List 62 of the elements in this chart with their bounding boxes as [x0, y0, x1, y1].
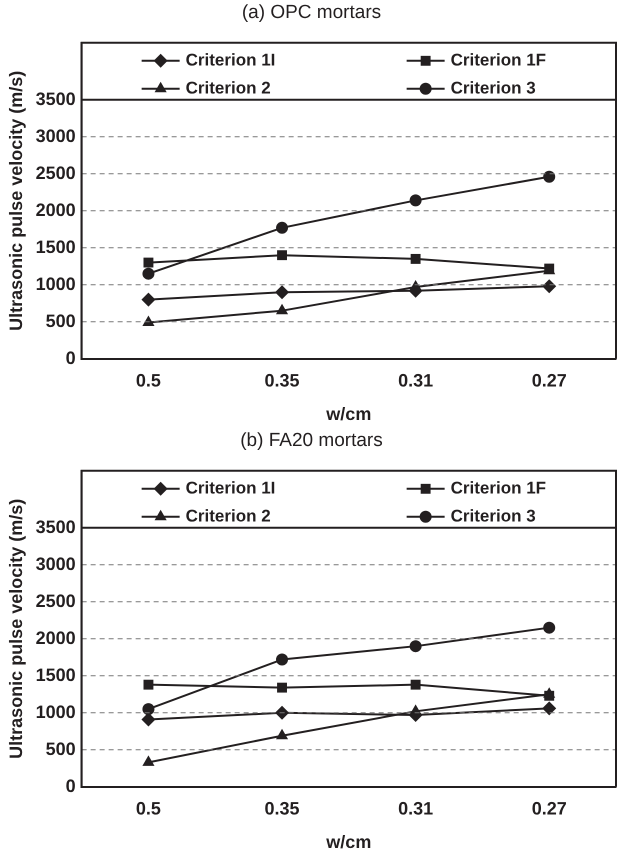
y-tick-label: 2500	[36, 162, 76, 183]
point	[142, 268, 154, 280]
point	[276, 222, 288, 234]
y-tick-label: 3000	[36, 126, 76, 146]
point	[544, 690, 554, 701]
x-tick-label: 0.27	[532, 798, 567, 819]
point	[143, 680, 154, 690]
legend-label: Criterion 3	[450, 506, 536, 526]
y-tick-label: 3000	[36, 554, 76, 574]
y-tick-label: 1000	[36, 274, 76, 294]
point	[276, 654, 288, 666]
point	[410, 680, 421, 690]
point	[275, 285, 290, 300]
y-tick-label: 1000	[36, 702, 76, 722]
point	[542, 701, 556, 716]
x-tick-label: 0.27	[532, 370, 567, 391]
point	[410, 194, 422, 206]
y-tick-label: 0	[66, 348, 76, 368]
point	[276, 304, 288, 314]
y-tick-label: 500	[46, 738, 76, 759]
x-axis-title: w/cm	[325, 404, 372, 424]
x-tick-label: 0.31	[398, 798, 434, 819]
point	[542, 279, 556, 294]
legend-label: Criterion 1F	[450, 50, 546, 70]
legend-label: Criterion 3	[450, 78, 536, 98]
x-tick-label: 0.35	[264, 798, 300, 819]
point	[142, 755, 154, 766]
x-tick-label: 0.5	[136, 370, 161, 391]
point	[141, 292, 156, 307]
legend-label: Criterion 2	[186, 78, 271, 98]
legend-label: Criterion 1F	[450, 478, 546, 498]
point	[142, 316, 154, 326]
x-tick-label: 0.35	[264, 370, 300, 391]
point	[543, 622, 556, 634]
legend-label: Criterion 1I	[186, 50, 276, 70]
point	[143, 258, 154, 268]
legend-label: Criterion 2	[186, 506, 271, 526]
chart-title: (b) FA20 mortars	[239, 430, 384, 452]
y-axis-title: Ultrasonic pulse velocity (m/s)	[6, 498, 26, 759]
point	[410, 640, 422, 652]
y-tick-label: 2000	[36, 200, 76, 220]
y-tick-label: 1500	[36, 664, 76, 685]
y-tick-label: 2000	[36, 628, 76, 648]
y-tick-label: 1500	[36, 236, 76, 257]
legend-label: Criterion 1I	[186, 478, 276, 498]
y-tick-label: 0	[66, 776, 76, 796]
chart-title: (a) OPC mortars	[240, 2, 382, 24]
x-axis-title: w/cm	[325, 832, 372, 852]
point	[410, 254, 421, 264]
point	[277, 250, 287, 260]
x-tick-label: 0.5	[136, 798, 161, 819]
y-tick-label: 3500	[36, 516, 76, 537]
x-tick-label: 0.31	[398, 370, 434, 391]
y-tick-label: 3500	[36, 88, 76, 109]
y-tick-label: 2500	[36, 590, 76, 611]
y-axis-title: Ultrasonic pulse velocity (m/s)	[6, 70, 26, 331]
y-tick-label: 500	[46, 310, 76, 331]
point	[142, 703, 154, 716]
point	[543, 170, 556, 183]
point	[276, 728, 288, 740]
point	[275, 706, 290, 720]
point	[277, 682, 287, 693]
